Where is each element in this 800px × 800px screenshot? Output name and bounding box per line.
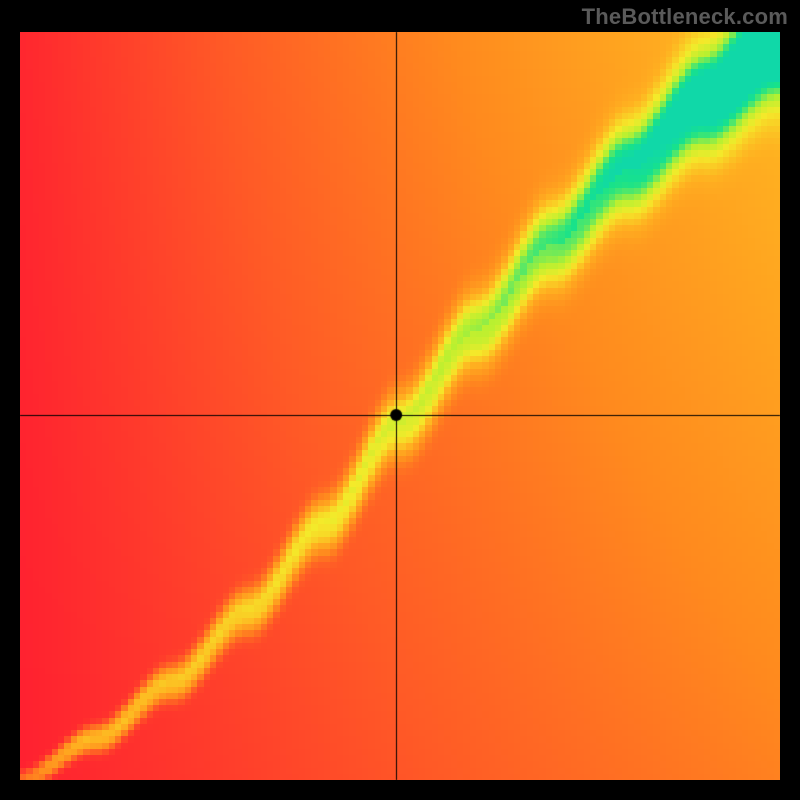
chart-container: TheBottleneck.com bbox=[0, 0, 800, 800]
bottleneck-heatmap bbox=[0, 0, 800, 800]
